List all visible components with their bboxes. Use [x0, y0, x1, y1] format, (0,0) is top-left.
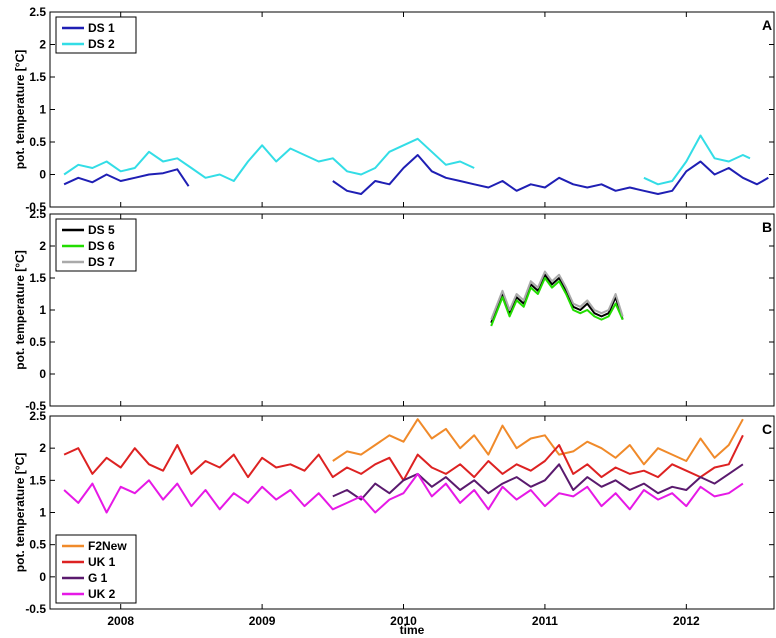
y-tick-label: -0.5 [25, 602, 46, 616]
legend-label: F2New [88, 539, 127, 553]
panels-group: -0.5 0 0.5 1 1.5 2 2.5 pot. temperature [°C] A DS… [13, 5, 775, 628]
y-tick-label: 0 [39, 570, 46, 584]
y-tick-label: 2.5 [29, 207, 46, 221]
plot-frame [49, 213, 775, 407]
x-tick-label: 2012 [673, 614, 700, 628]
y-axis-label: pot. temperature [°C] [13, 250, 27, 369]
y-tick-label: 0 [39, 367, 46, 381]
legend-label: UK 1 [88, 555, 116, 569]
y-tick-label: 1.5 [29, 271, 46, 285]
x-tick-label: 2009 [249, 614, 276, 628]
y-tick-label: 0.5 [29, 135, 46, 149]
series-line-ds-7 [490, 270, 624, 320]
y-tick-label: -0.5 [25, 399, 46, 413]
y-tick-label: 2 [39, 239, 46, 253]
panel-c: -0.5 0 0.5 1 1.5 2 2.5 2008 2009 2010 2011 2012 pot.… [13, 409, 775, 628]
y-tick-label: 1 [39, 303, 46, 317]
y-tick-label: 1.5 [29, 473, 46, 487]
y-tick-label: 2.5 [29, 409, 46, 423]
legend-label: DS 1 [88, 21, 115, 35]
x-axis-label: time [400, 623, 425, 637]
series-line-ds-1 [332, 154, 769, 195]
panel-b: -0.5 0 0.5 1 1.5 2 2.5 pot. temperature [°C] B DS… [13, 207, 775, 413]
legend-label: DS 7 [88, 255, 115, 269]
legend-box [55, 16, 137, 54]
y-tick-label: 1 [39, 506, 46, 520]
x-tick-label: 2008 [107, 614, 134, 628]
plot-frame [49, 11, 775, 208]
legend-label: DS 6 [88, 239, 115, 253]
y-tick-label: 2.5 [29, 5, 46, 19]
series-line-f2new [332, 418, 744, 466]
plot-frame [49, 415, 775, 610]
panel-label: B [762, 219, 772, 235]
legend-label: UK 2 [88, 587, 116, 601]
series-line-ds-1 [63, 168, 190, 187]
y-tick-label: 2 [39, 38, 46, 52]
y-tick-label: 0.5 [29, 538, 46, 552]
y-tick-label: 1.5 [29, 70, 46, 84]
x-tick-label: 2011 [532, 614, 558, 628]
x-tick-label: 2010 [390, 614, 417, 628]
y-axis-label: pot. temperature [°C] [13, 453, 27, 572]
y-tick-label: 1 [39, 103, 46, 117]
panel-label: C [762, 421, 772, 437]
y-tick-label: -0.5 [25, 200, 46, 214]
series-line-ds-2 [643, 134, 751, 186]
series-line-ds-5 [490, 273, 624, 324]
legend-label: DS 2 [88, 37, 115, 51]
series-line-ds-6 [490, 277, 624, 327]
y-tick-label: 0 [39, 168, 46, 182]
y-tick-label: 2 [39, 441, 46, 455]
y-axis-label: pot. temperature [°C] [13, 50, 27, 169]
legend-label: DS 5 [88, 223, 115, 237]
panel-a: -0.5 0 0.5 1 1.5 2 2.5 pot. temperature [°C] A DS… [13, 5, 775, 214]
series-line-uk-2 [63, 472, 744, 514]
legend-label: G 1 [88, 571, 108, 585]
panel-label: A [762, 17, 772, 33]
y-tick-label: 0.5 [29, 335, 46, 349]
series-line-g-1 [332, 463, 744, 501]
series-line-ds-2 [63, 137, 475, 182]
